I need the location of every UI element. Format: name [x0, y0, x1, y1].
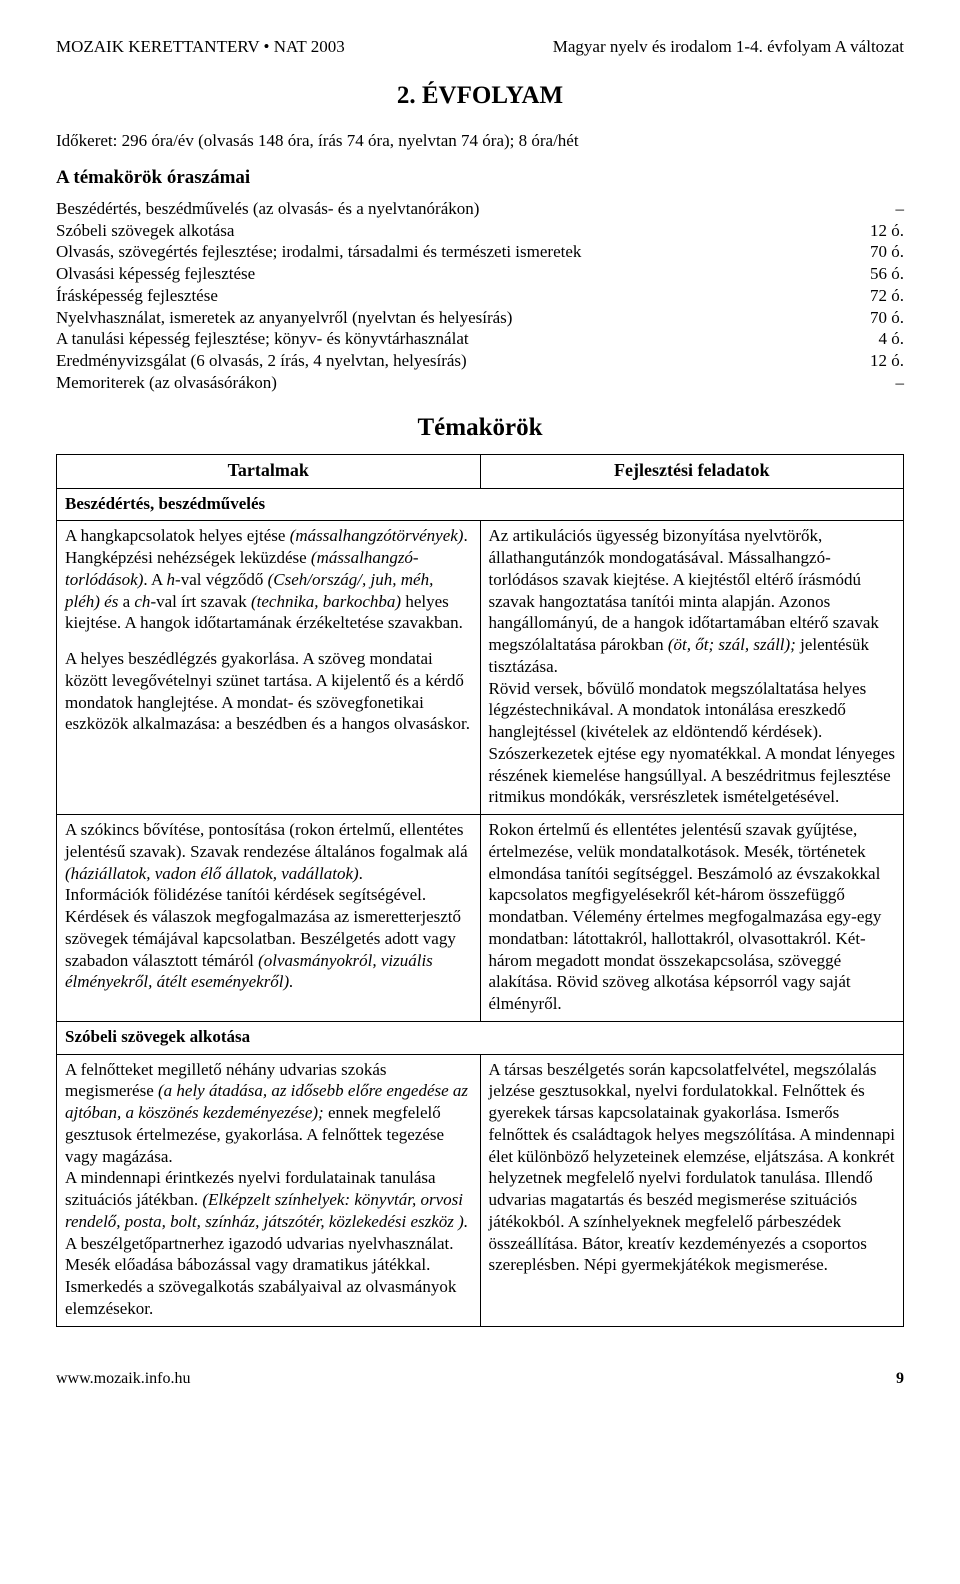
hours-row: Memoriterek (az olvasásórákon)– — [56, 372, 904, 394]
hours-label: Olvasás, szövegértés fejlesztése; irodal… — [56, 241, 844, 263]
col-header-tartalmak: Tartalmak — [57, 454, 481, 488]
cell-tartalmak: A felnőtteket megillető néhány udvarias … — [57, 1054, 481, 1326]
hours-value: 72 ó. — [844, 285, 904, 307]
hours-row: Olvasás, szövegértés fejlesztése; irodal… — [56, 241, 904, 263]
page-number: 9 — [896, 1369, 904, 1389]
cell-tartalmak: A hangkapcsolatok helyes ejtése (mássalh… — [57, 521, 481, 815]
page-header: MOZAIK KERETTANTERV • NAT 2003 Magyar ny… — [56, 36, 904, 58]
hours-row: Eredményvizsgálat (6 olvasás, 2 írás, 4 … — [56, 350, 904, 372]
hours-row: Beszédértés, beszédművelés (az olvasás- … — [56, 198, 904, 220]
hours-row: Nyelvhasználat, ismeretek az anyanyelvrő… — [56, 307, 904, 329]
hours-value: 12 ó. — [844, 350, 904, 372]
header-right: Magyar nyelv és irodalom 1-4. évfolyam A… — [553, 36, 904, 58]
hours-value: 56 ó. — [844, 263, 904, 285]
cell-feladatok: A társas beszélgetés során kapcsolatfelv… — [480, 1054, 904, 1326]
page-title: 2. ÉVFOLYAM — [56, 80, 904, 112]
group-heading-2: Szóbeli szövegek alkotása — [57, 1021, 904, 1054]
hours-label: Eredményvizsgálat (6 olvasás, 2 írás, 4 … — [56, 350, 844, 372]
hours-label: Olvasási képesség fejlesztése — [56, 263, 844, 285]
page-footer: www.mozaik.info.hu 9 — [56, 1369, 904, 1389]
hours-value: 70 ó. — [844, 241, 904, 263]
hours-row: Írásképesség fejlesztése72 ó. — [56, 285, 904, 307]
hours-label: Szóbeli szövegek alkotása — [56, 220, 844, 242]
hours-row: Olvasási képesség fejlesztése56 ó. — [56, 263, 904, 285]
hours-table: Beszédértés, beszédművelés (az olvasás- … — [56, 198, 904, 394]
hours-label: Beszédértés, beszédművelés (az olvasás- … — [56, 198, 844, 220]
hours-label: A tanulási képesség fejlesztése; könyv- … — [56, 328, 844, 350]
section-title: Témakörök — [56, 412, 904, 444]
hours-label: Nyelvhasználat, ismeretek az anyanyelvrő… — [56, 307, 844, 329]
group-heading-1: Beszédértés, beszédművelés — [57, 488, 904, 521]
hours-label: Írásképesség fejlesztése — [56, 285, 844, 307]
cell-feladatok: Az artikulációs ügyesség bizonyítása nye… — [480, 521, 904, 815]
hours-value: 70 ó. — [844, 307, 904, 329]
hours-value: 4 ó. — [844, 328, 904, 350]
footer-url: www.mozaik.info.hu — [56, 1369, 191, 1389]
table-row: A hangkapcsolatok helyes ejtése (mássalh… — [57, 521, 904, 815]
table-row: A szókincs bővítése, pontosítása (rokon … — [57, 815, 904, 1022]
header-left: MOZAIK KERETTANTERV • NAT 2003 — [56, 36, 345, 58]
hours-row: A tanulási képesség fejlesztése; könyv- … — [56, 328, 904, 350]
content-table: Tartalmak Fejlesztési feladatok Beszédér… — [56, 454, 904, 1327]
cell-tartalmak: A szókincs bővítése, pontosítása (rokon … — [57, 815, 481, 1022]
table-row: A felnőtteket megillető néhány udvarias … — [57, 1054, 904, 1326]
hours-value: 12 ó. — [844, 220, 904, 242]
intro-line: Időkeret: 296 óra/év (olvasás 148 óra, í… — [56, 130, 904, 152]
hours-heading: A témakörök óraszámai — [56, 166, 904, 190]
cell-feladatok: Rokon értelmű és ellentétes jelentésű sz… — [480, 815, 904, 1022]
hours-row: Szóbeli szövegek alkotása12 ó. — [56, 220, 904, 242]
hours-value: – — [844, 198, 904, 220]
col-header-feladatok: Fejlesztési feladatok — [480, 454, 904, 488]
hours-value: – — [844, 372, 904, 394]
hours-label: Memoriterek (az olvasásórákon) — [56, 372, 844, 394]
